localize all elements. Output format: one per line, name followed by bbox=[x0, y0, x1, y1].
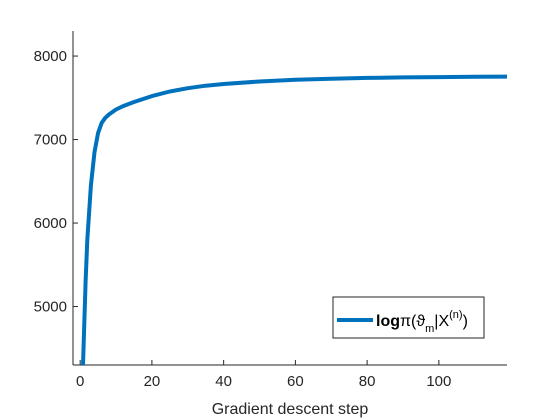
x-tick-label: 0 bbox=[76, 373, 84, 390]
legend-label-sub: m bbox=[425, 323, 434, 335]
legend-label-close: ) bbox=[463, 313, 468, 330]
x-axis-title: Gradient descent step bbox=[212, 401, 369, 418]
y-tick-label: 5000 bbox=[34, 299, 67, 316]
legend-box bbox=[332, 296, 485, 339]
legend-label-log: log bbox=[376, 313, 400, 330]
x-ticks: 0 20 40 60 80 100 bbox=[76, 360, 451, 390]
legend-label-x: |X bbox=[434, 313, 449, 330]
x-tick-label: 40 bbox=[215, 373, 232, 390]
y-tick-label: 8000 bbox=[34, 48, 67, 65]
legend-label: logπ(ϑm|X(n)) bbox=[376, 309, 468, 335]
x-tick-label: 60 bbox=[287, 373, 304, 390]
series-line bbox=[81, 74, 508, 366]
legend-label-pi: π(ϑ bbox=[400, 313, 425, 330]
y-tick-label: 7000 bbox=[34, 132, 67, 149]
legend: logπ(ϑm|X(n)) bbox=[332, 296, 485, 339]
y-tick-label: 6000 bbox=[34, 215, 67, 232]
x-tick-label: 20 bbox=[144, 373, 161, 390]
legend-label-sup: (n) bbox=[449, 309, 462, 321]
y-ticks: 5000 6000 7000 8000 bbox=[34, 48, 78, 316]
x-tick-label: 80 bbox=[359, 373, 376, 390]
series-layer bbox=[81, 74, 508, 366]
x-tick-label: 100 bbox=[426, 373, 451, 390]
plot-area: 0 20 40 60 80 100 5000 6000 7000 8000 bbox=[34, 31, 508, 390]
